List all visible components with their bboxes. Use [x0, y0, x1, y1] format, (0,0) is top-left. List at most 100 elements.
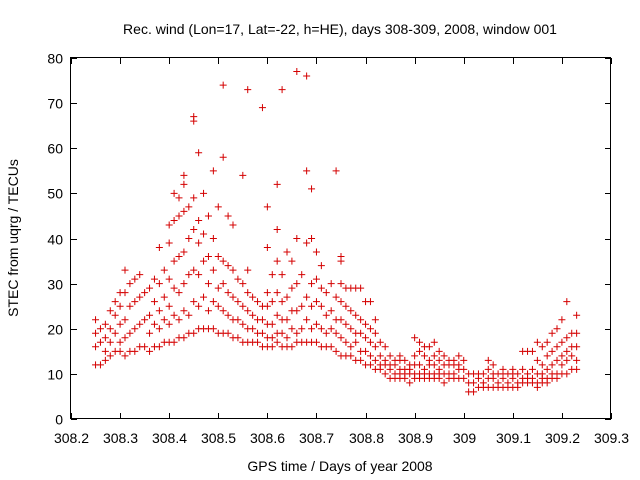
data-point [416, 361, 424, 369]
data-point [116, 347, 124, 355]
data-point [298, 271, 306, 279]
data-point [195, 149, 203, 157]
data-point [416, 347, 424, 355]
data-point [92, 329, 100, 337]
data-point [195, 302, 203, 310]
data-point [538, 370, 546, 378]
data-point [136, 293, 144, 301]
data-point [165, 275, 173, 283]
data-point [180, 171, 188, 179]
plot-frame [70, 57, 611, 419]
data-point [268, 320, 276, 328]
data-point [558, 352, 566, 360]
data-point [190, 225, 198, 233]
data-point [141, 316, 149, 324]
data-point [180, 280, 188, 288]
data-point [366, 338, 374, 346]
data-point [224, 289, 232, 297]
data-point [332, 293, 340, 301]
data-point [435, 356, 443, 364]
data-point [244, 289, 252, 297]
data-point [293, 280, 301, 288]
data-point [263, 203, 271, 211]
data-point [553, 325, 561, 333]
data-point [165, 302, 173, 310]
x-tick-label: 308.7 [299, 430, 334, 446]
data-point [204, 307, 212, 315]
data-point [204, 280, 212, 288]
data-point [214, 203, 222, 211]
data-point [327, 343, 335, 351]
data-point [543, 352, 551, 360]
data-point [528, 347, 536, 355]
data-point [170, 338, 178, 346]
data-point [155, 280, 163, 288]
data-point [146, 311, 154, 319]
data-point [131, 347, 139, 355]
data-point [366, 325, 374, 333]
data-point [131, 275, 139, 283]
y-tick-label: 70 [47, 96, 63, 112]
y-tick-label: 0 [55, 412, 63, 428]
data-point [185, 235, 193, 242]
data-point [155, 307, 163, 315]
data-point [121, 289, 129, 297]
data-point [553, 356, 561, 364]
data-point [200, 189, 208, 197]
data-point [175, 289, 183, 297]
data-point [155, 244, 163, 252]
data-point [239, 280, 247, 288]
data-point [416, 338, 424, 346]
data-point [131, 298, 139, 306]
data-point [533, 356, 541, 364]
data-point [219, 81, 227, 89]
data-point [150, 298, 158, 306]
data-point [573, 365, 581, 373]
data-point [308, 302, 316, 310]
x-tick-label: 308.3 [103, 430, 138, 446]
data-point [366, 361, 374, 369]
data-point [357, 284, 365, 292]
data-point [352, 311, 360, 319]
data-point [332, 167, 340, 175]
data-point [219, 153, 227, 161]
x-tick-label: 309.2 [545, 430, 580, 446]
data-point [150, 275, 158, 283]
data-point [308, 235, 316, 242]
data-point [190, 194, 198, 202]
data-point [185, 203, 193, 211]
data-point [278, 298, 286, 306]
data-point [204, 253, 212, 261]
data-point [101, 356, 109, 364]
data-point [528, 365, 536, 373]
data-point [141, 343, 149, 351]
data-point [573, 356, 581, 364]
data-point [92, 316, 100, 324]
data-point [278, 86, 286, 94]
y-tick-label: 40 [47, 232, 63, 248]
data-point [219, 307, 227, 315]
data-point [190, 266, 198, 274]
data-point [200, 293, 208, 301]
data-point [381, 356, 389, 364]
data-point [214, 284, 222, 292]
data-point [308, 280, 316, 288]
data-point [180, 180, 188, 188]
data-point [362, 320, 370, 328]
data-point [268, 343, 276, 351]
x-tick-label: 309.1 [496, 430, 531, 446]
x-tick-label: 308.5 [201, 430, 236, 446]
data-point [273, 289, 281, 297]
data-point [106, 352, 114, 360]
x-tick-label: 308.8 [349, 430, 384, 446]
data-point [543, 365, 551, 373]
data-point [278, 329, 286, 337]
data-point [337, 298, 345, 306]
data-point [538, 343, 546, 351]
data-point [244, 307, 252, 315]
data-point [96, 338, 104, 346]
data-point [170, 284, 178, 292]
data-point [342, 338, 350, 346]
data-point [146, 329, 154, 337]
y-tick-label: 60 [47, 141, 63, 157]
